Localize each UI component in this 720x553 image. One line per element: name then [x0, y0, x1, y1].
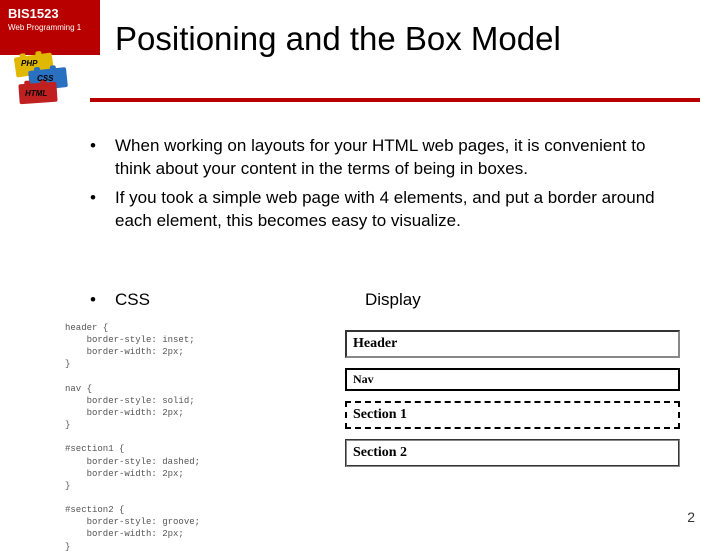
brick-label-css: CSS — [37, 74, 53, 83]
brick-label-html: HTML — [25, 89, 47, 98]
page-number: 2 — [687, 509, 695, 525]
display-box-nav: Nav — [345, 368, 680, 391]
bullet-content: When working on layouts for your HTML we… — [80, 135, 670, 239]
display-column: Display Header Nav Section 1 Section 2 — [325, 290, 680, 553]
css-code-block: header { border-style: inset; border-wid… — [65, 322, 325, 553]
course-name: Web Programming 1 — [8, 23, 92, 32]
brick-label-php: PHP — [21, 59, 37, 68]
css-column: CSS header { border-style: inset; border… — [80, 290, 325, 553]
lego-bricks-icon: PHP CSS HTML — [15, 55, 85, 115]
course-code: BIS1523 — [8, 6, 92, 21]
display-box-section2: Section 2 — [345, 439, 680, 467]
display-box-header: Header — [345, 330, 680, 358]
bullet-1: When working on layouts for your HTML we… — [80, 135, 670, 181]
display-heading: Display — [345, 290, 680, 310]
display-box-section1: Section 1 — [345, 401, 680, 429]
css-heading: CSS — [80, 290, 325, 310]
bullet-2: If you took a simple web page with 4 ele… — [80, 187, 670, 233]
title-underline — [90, 98, 700, 102]
slide-title: Positioning and the Box Model — [115, 20, 561, 58]
course-badge: BIS1523 Web Programming 1 — [0, 0, 100, 55]
columns: CSS header { border-style: inset; border… — [80, 290, 680, 553]
